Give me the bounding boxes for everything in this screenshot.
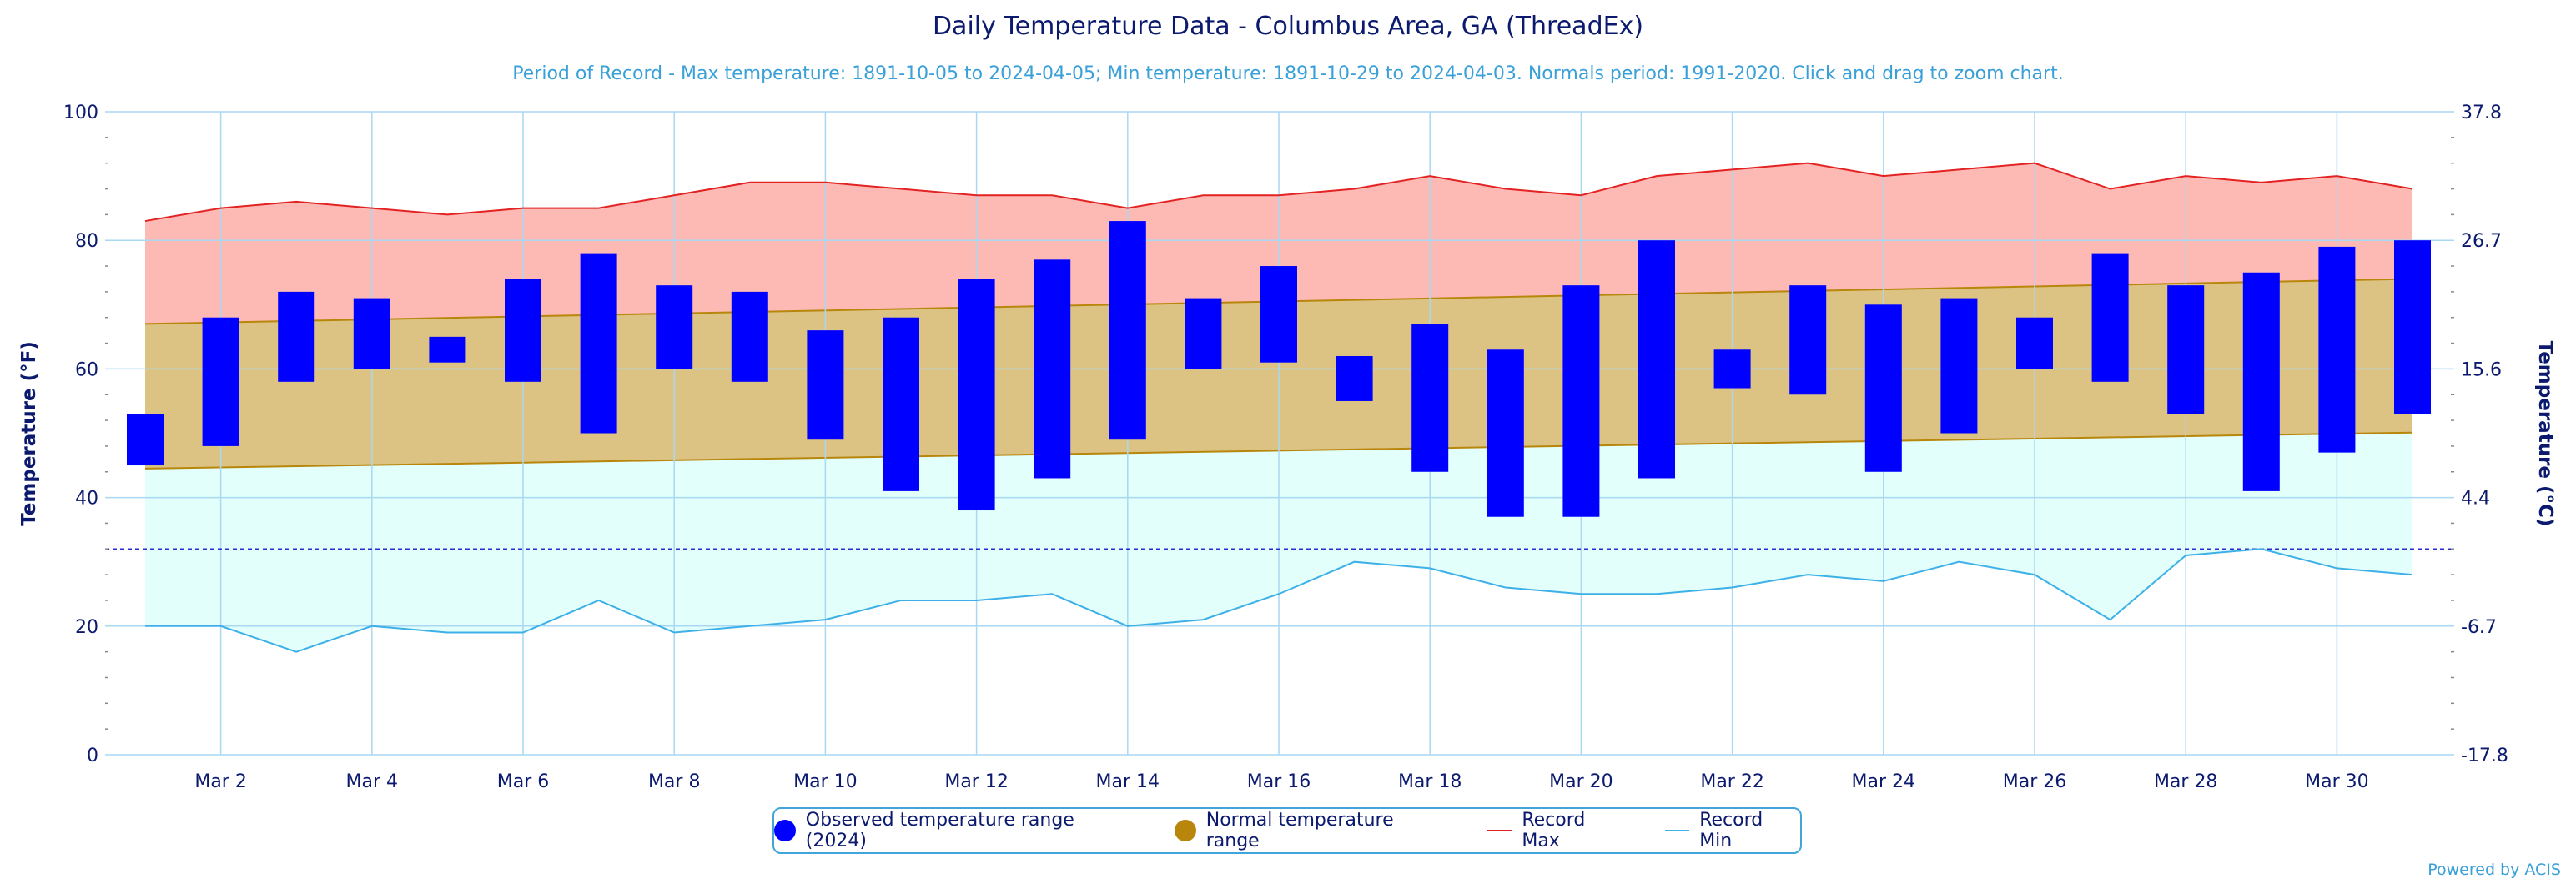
x-tick-label: Mar 6 xyxy=(497,771,550,792)
observed-bar xyxy=(1487,349,1524,517)
y-tick-label-left: 40 xyxy=(75,489,98,510)
observed-bar xyxy=(807,330,844,440)
observed-bar xyxy=(731,291,768,382)
x-tick-label: Mar 8 xyxy=(648,771,701,792)
observed-bar xyxy=(505,279,541,382)
minor-ticks xyxy=(105,137,2454,730)
legend-normal-swatch xyxy=(1175,820,1196,841)
y-tick-label-left: 20 xyxy=(75,617,98,638)
observed-bar xyxy=(1109,221,1146,440)
observed-bar xyxy=(883,317,919,491)
observed-bar xyxy=(1713,349,1751,389)
y-axis-label-right: Temperature (°C) xyxy=(2534,341,2556,527)
x-tick-label: Mar 20 xyxy=(1549,771,1613,792)
axis-labels: Mar 2 Mar 4 Mar 6 Mar 8 Mar 10 Mar 12 Mar 14 Ma… xyxy=(63,103,2508,792)
x-tick-label: Mar 2 xyxy=(194,771,247,792)
observed-bar xyxy=(1562,285,1600,517)
legend-record-min-label: Record Min xyxy=(1699,810,1763,851)
x-tick-label: Mar 28 xyxy=(2154,771,2218,792)
x-tick-label: Mar 16 xyxy=(1247,771,1311,792)
observed-bar xyxy=(958,279,995,511)
observed-bar xyxy=(2242,272,2280,491)
observed-bar xyxy=(202,317,239,446)
y-tick-label-right: 37.8 xyxy=(2461,103,2502,123)
observed-bar xyxy=(1940,298,1978,434)
observed-bars xyxy=(127,221,2431,517)
y-tick-label-right: -17.8 xyxy=(2461,746,2508,766)
legend-record-min-swatch xyxy=(1664,830,1690,831)
y-tick-label-left: 0 xyxy=(87,746,98,766)
x-gridlines xyxy=(219,112,2338,755)
record-min-line xyxy=(145,548,2413,653)
observed-bar xyxy=(1638,240,1675,479)
observed-bar xyxy=(1864,304,1902,472)
y-tick-label-right: 26.7 xyxy=(2461,231,2502,252)
x-tick-label: Mar 10 xyxy=(793,771,858,792)
legend-observed-label: Observed temperature range (2024) xyxy=(805,810,1074,851)
observed-bar xyxy=(1185,298,1222,369)
x-tick-label: Mar 26 xyxy=(2003,771,2067,792)
observed-bar xyxy=(353,298,390,369)
observed-bar xyxy=(429,336,466,363)
legend-observed-swatch xyxy=(774,820,796,841)
x-tick-label: Mar 22 xyxy=(1700,771,1764,792)
x-tick-label: Mar 24 xyxy=(1852,771,1916,792)
powered-by-credit[interactable]: Powered by ACIS xyxy=(2428,861,2561,879)
legend-record-max[interactable]: Record Max xyxy=(1487,810,1628,851)
observed-bar xyxy=(2167,285,2205,414)
observed-bar xyxy=(2091,253,2129,382)
observed-bar xyxy=(278,291,315,382)
observed-bar xyxy=(1789,285,1827,395)
x-tick-label: Mar 14 xyxy=(1096,771,1160,792)
x-tick-label: Mar 30 xyxy=(2305,771,2369,792)
x-tick-label: Mar 18 xyxy=(1398,771,1462,792)
y-axis-label-left: Temperature (°F) xyxy=(18,341,40,526)
observed-bar xyxy=(2016,317,2053,369)
observed-bar xyxy=(2318,246,2356,453)
observed-bar xyxy=(1336,355,1373,401)
legend-record-max-swatch xyxy=(1487,830,1512,831)
legend-record-min[interactable]: Record Min xyxy=(1664,810,1800,851)
observed-bar xyxy=(1260,266,1297,363)
legend-record-max-label: Record Max xyxy=(1522,810,1586,851)
observed-bar xyxy=(2394,240,2431,414)
y-gridlines xyxy=(105,111,2454,756)
legend-observed[interactable]: Observed temperature range (2024) xyxy=(774,810,1138,851)
legend-normal-label: Normal temperature range xyxy=(1205,810,1394,851)
record-max-line xyxy=(144,162,2413,223)
observed-bar xyxy=(580,253,617,434)
observed-bar xyxy=(1411,324,1449,472)
x-tick-label: Mar 12 xyxy=(944,771,1009,792)
y-tick-label-left: 100 xyxy=(63,103,98,123)
chart-title: Daily Temperature Data - Columbus Area, … xyxy=(932,12,1644,41)
legend-normal[interactable]: Normal temperature range xyxy=(1175,810,1451,851)
y-tick-label-right: 15.6 xyxy=(2461,359,2502,380)
observed-bar xyxy=(656,285,693,369)
y-tick-label-right: 4.4 xyxy=(2461,489,2490,510)
y-tick-label-left: 80 xyxy=(75,231,98,252)
observed-bar xyxy=(127,414,164,466)
record-lines xyxy=(144,162,2413,653)
y-tick-label-right: -6.7 xyxy=(2461,617,2497,638)
chart-legend: Observed temperature range (2024) Normal… xyxy=(772,807,1802,854)
y-tick-label-left: 60 xyxy=(75,359,98,380)
chart-subtitle: Period of Record - Max temperature: 1891… xyxy=(512,63,2064,84)
observed-bar xyxy=(1034,259,1071,479)
x-tick-label: Mar 4 xyxy=(346,771,399,792)
